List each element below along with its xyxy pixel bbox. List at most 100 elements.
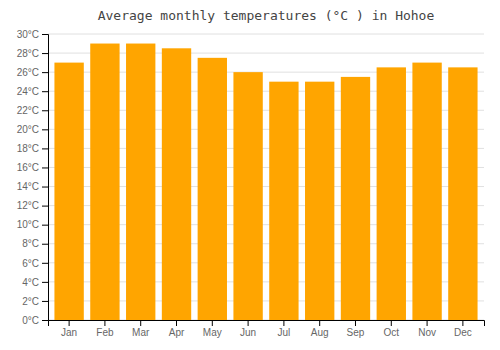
x-tick: Feb [96,320,114,338]
y-tick-label: 26°C [17,67,39,78]
y-tick-label: 2°C [22,296,39,307]
y-tick-label: 0°C [22,315,39,326]
x-tick: Aug [311,320,329,338]
y-tick-label: 28°C [17,48,39,59]
y-tick-mark [42,301,48,302]
x-tick-label: Jan [61,327,77,338]
bar [233,72,262,320]
x-tick-mark [319,320,320,326]
x-tick-mark [355,320,356,326]
x-tick-label: Jun [240,327,256,338]
x-tick: Oct [384,320,400,338]
y-tick: 8°C [22,238,48,249]
x-axis-line [49,321,485,327]
x-tick-label: Dec [454,327,472,338]
y-tick: 2°C [22,296,48,307]
y-tick: 18°C [17,143,48,154]
bar [126,44,155,320]
x-tick-mark [69,320,70,326]
y-axis: 0°C 2°C 4°C 6°C 8°C 10°C 12°C 14°C 16°C 18°C 20°C 2… [17,29,49,326]
x-tick: Apr [169,320,185,338]
x-tick: Jul [277,320,290,338]
x-tick: Nov [418,320,436,338]
x-tick-label: Nov [418,327,436,338]
y-tick-mark [42,129,48,130]
x-tick-label: Feb [96,327,114,338]
y-tick: 28°C [17,48,48,59]
x-tick-label: Aug [311,327,329,338]
bar [162,48,191,320]
y-tick-mark [42,53,48,54]
x-tick-mark [104,320,105,326]
y-tick: 0°C [22,315,48,326]
plot: 0°C 2°C 4°C 6°C 8°C 10°C 12°C 14°C 16°C 18°C 20°C 2… [17,29,485,338]
y-axis-line [42,35,49,321]
y-tick: 10°C [17,219,48,230]
x-tick-label: Jul [277,327,290,338]
y-tick: 20°C [17,124,48,135]
y-tick-mark [42,225,48,226]
y-tick-mark [42,110,48,111]
y-tick: 14°C [17,181,48,192]
x-tick-label: May [203,327,222,338]
y-tick-label: 20°C [17,124,39,135]
y-tick: 4°C [22,277,48,288]
bars [54,44,477,320]
y-tick-mark [42,282,48,283]
x-tick-mark [212,320,213,326]
bar [54,63,83,320]
y-tick-mark [42,206,48,207]
x-tick: Sep [347,320,365,338]
bar [90,44,119,320]
y-tick: 26°C [17,67,48,78]
y-tick-label: 16°C [17,162,39,173]
y-tick-mark [42,167,48,168]
x-tick: May [203,320,222,338]
x-tick-mark [462,320,463,326]
x-tick: Dec [454,320,472,338]
grid [48,34,484,320]
y-tick-mark [42,263,48,264]
y-tick-label: 8°C [22,238,39,249]
bar [305,82,334,320]
y-tick: 6°C [22,258,48,269]
y-tick-mark [42,34,48,35]
title: Average monthly temperatures (°C ) in Ho… [98,8,435,23]
x-tick-label: Apr [169,327,185,338]
y-tick: 12°C [17,200,48,211]
bar [341,77,370,320]
bar [377,67,406,320]
x-tick: Jun [240,320,256,338]
x-tick-label: Mar [132,327,150,338]
x-tick-mark [283,320,284,326]
x-tick-mark [427,320,428,326]
x-tick: Mar [132,320,150,338]
y-tick-mark [42,148,48,149]
page: {"chart_data": {"type": "bar", "title": … [0,0,500,350]
x-tick-mark [140,320,141,326]
y-tick-label: 22°C [17,105,39,116]
y-tick-mark [42,244,48,245]
bar [448,67,477,320]
y-tick-label: 18°C [17,143,39,154]
y-tick-label: 14°C [17,181,39,192]
y-tick-mark [42,320,48,321]
x-tick-mark [391,320,392,326]
y-tick-label: 4°C [22,277,39,288]
bar [198,58,227,320]
y-tick: 24°C [17,86,48,97]
x-tick-label: Sep [347,327,365,338]
bar [412,63,441,320]
y-tick-label: 10°C [17,219,39,230]
y-tick-label: 30°C [17,29,39,40]
y-tick: 16°C [17,162,48,173]
y-tick-label: 6°C [22,258,39,269]
x-tick: Jan [61,320,77,338]
x-axis: Jan Feb Mar Apr May Jun Jul Aug Sep Oct Nov Dec [49,320,485,338]
x-tick-mark [176,320,177,326]
x-tick-mark [248,320,249,326]
y-tick-label: 24°C [17,86,39,97]
y-tick: 30°C [17,29,48,40]
y-tick-mark [42,91,48,92]
chart: 0°C 2°C 4°C 6°C 8°C 10°C 12°C 14°C 16°C 18°C 20°C 2… [0,0,500,350]
